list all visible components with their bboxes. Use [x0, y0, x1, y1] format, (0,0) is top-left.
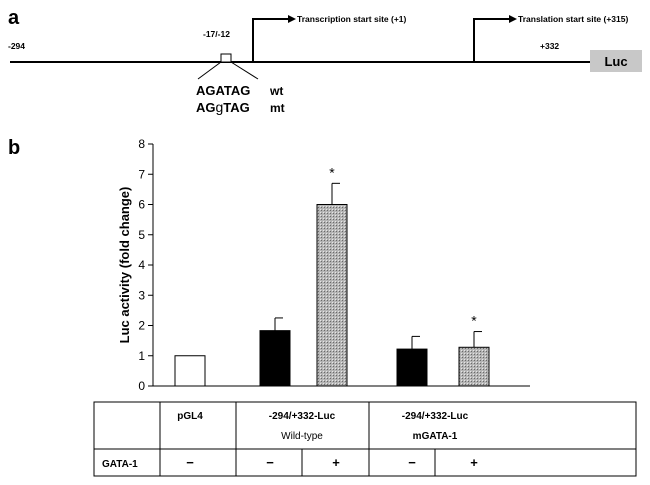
- y-tick-label: 0: [138, 379, 145, 393]
- y-tick-label: 6: [138, 198, 145, 212]
- mt-sequence-prefix: AG: [196, 100, 216, 115]
- y-tick-label: 1: [138, 349, 145, 363]
- condition-table: pGL4 -294/+332-Luc Wild-type -294/+332-L…: [93, 401, 637, 477]
- pos-end-label: +332: [540, 41, 559, 51]
- transcription-start-arrow: [252, 18, 288, 61]
- mt-sequence-mutation: g: [216, 99, 224, 115]
- translation-arrowhead-icon: [509, 15, 517, 23]
- panel-a-label: a: [8, 7, 20, 29]
- wt-sequence: AGATAG: [196, 83, 250, 98]
- mt-sequence-suffix: TAG: [223, 100, 249, 115]
- table-border: [93, 401, 637, 477]
- bar: [316, 204, 348, 387]
- wt-tag: wt: [269, 84, 283, 98]
- gata-mark: −: [408, 455, 416, 470]
- zoom-line-right: [230, 61, 259, 80]
- panel-a: a -294 -17/-12 +332 Transcription start …: [8, 7, 642, 115]
- translation-start-arrow: [473, 18, 509, 61]
- group-pgl4: pGL4: [177, 411, 203, 422]
- gata-mark: −: [186, 455, 194, 470]
- y-ticks: 0 1 2 3 4 5 6 7 8: [138, 137, 153, 393]
- subgroup-mgata-1: mGATA-1: [413, 431, 458, 442]
- gata-row-label: GATA-1: [102, 459, 138, 470]
- bar: [174, 355, 206, 387]
- significance-mark: *: [471, 313, 477, 329]
- bar: [458, 346, 490, 387]
- gata-mark: +: [332, 455, 340, 470]
- y-tick-label: 2: [138, 319, 145, 333]
- y-tick-label: 5: [138, 228, 145, 242]
- bar: [259, 330, 291, 387]
- y-axis-label: Luc activity (fold change): [117, 187, 132, 344]
- gata-element-box: [220, 53, 232, 63]
- panel-b: b Luc activity (fold change) 0 1 2 3 4 5 6 7 8 *…: [8, 137, 530, 393]
- gata-mark: −: [266, 455, 274, 470]
- gata-mark: +: [470, 455, 478, 470]
- y-tick-label: 4: [138, 258, 145, 272]
- y-tick-label: 7: [138, 167, 145, 181]
- subgroup-wild-type: Wild-type: [281, 431, 323, 442]
- bars: **: [174, 164, 490, 387]
- bar: [396, 348, 428, 387]
- zoom-line-left: [197, 61, 222, 80]
- y-tick-label: 8: [138, 137, 145, 151]
- group-wild-type-construct: -294/+332-Luc: [269, 411, 336, 422]
- y-tick-label: 3: [138, 288, 145, 302]
- gata-element-position-label: -17/-12: [203, 29, 230, 39]
- group-mgata-construct: -294/+332-Luc: [402, 411, 469, 422]
- luc-label: Luc: [604, 54, 627, 69]
- pos-start-label: -294: [8, 41, 25, 51]
- transcription-arrowhead-icon: [288, 15, 296, 23]
- luc-box: [590, 50, 642, 72]
- panel-b-label: b: [8, 137, 20, 159]
- mt-tag: mt: [270, 101, 285, 115]
- significance-mark: *: [329, 164, 335, 180]
- mt-sequence: AGgTAG: [196, 99, 250, 115]
- transcription-start-label: Transcription start site (+1): [297, 14, 407, 24]
- translation-start-label: Translation start site (+315): [518, 14, 628, 24]
